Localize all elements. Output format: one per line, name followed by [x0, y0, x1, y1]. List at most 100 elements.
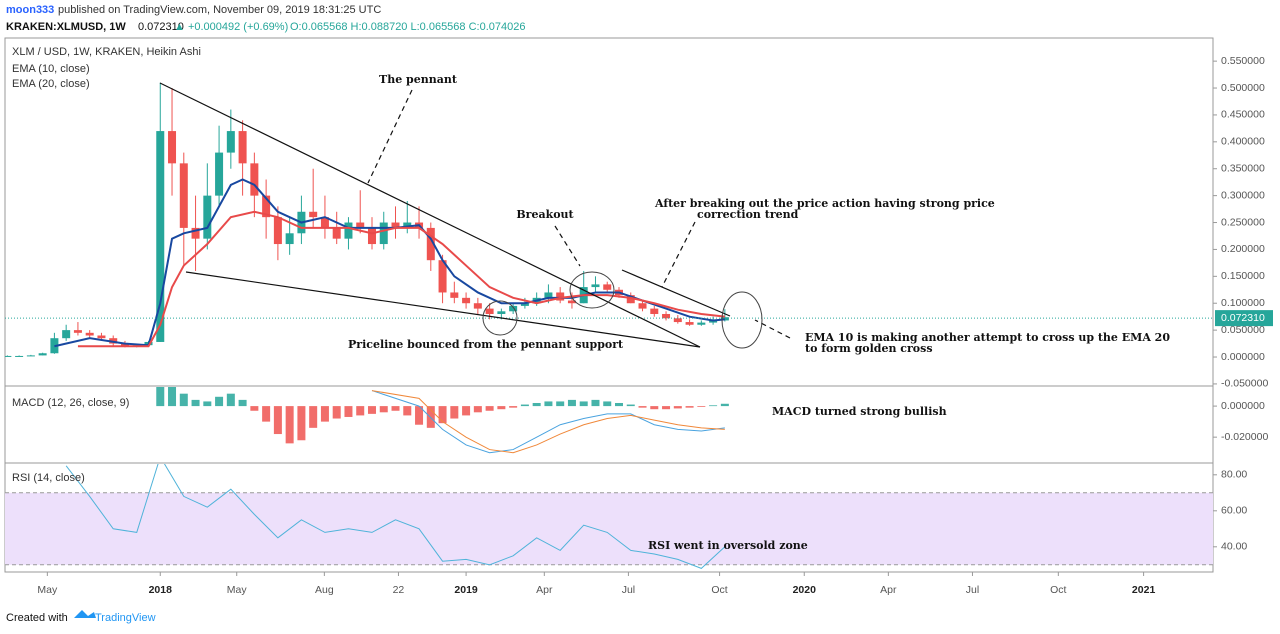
candle-body [709, 320, 718, 323]
x-tick-label: Oct [1050, 584, 1066, 596]
candle-body [215, 152, 224, 196]
candle-body [662, 313, 671, 319]
candle-body [168, 131, 177, 164]
trend-line [621, 269, 731, 317]
candle-body [462, 297, 471, 304]
histogram-bar [403, 406, 412, 416]
x-tick-label: Jul [622, 584, 635, 596]
candle-body [309, 211, 318, 218]
annotation: MACD turned strong bullish [772, 405, 947, 418]
candle-body [450, 292, 459, 298]
y-tick-label: -0.020000 [1221, 431, 1268, 443]
author: moon333 [6, 4, 54, 16]
x-tick-label: 2018 [149, 584, 173, 596]
histogram-bar [156, 387, 165, 407]
candle-body [673, 318, 682, 323]
histogram-bar [332, 406, 341, 419]
legend-entry: EMA (10, close) [12, 63, 90, 75]
published: published on TradingView.com, November 0… [58, 4, 381, 16]
legend-entry: EMA (20, close) [12, 78, 90, 90]
candle-body [391, 222, 400, 228]
annotation: RSI went in oversold zone [648, 539, 808, 552]
line [371, 390, 725, 454]
histogram-bar [309, 406, 318, 428]
y-tick-label: 40.00 [1221, 541, 1247, 553]
histogram-bar [638, 406, 647, 408]
histogram-bar [485, 406, 494, 411]
y-tick-label: -0.050000 [1221, 378, 1268, 390]
symbol: KRAKEN:XLMUSD, 1W [6, 21, 126, 33]
candle-body [379, 222, 388, 245]
candle-body [426, 227, 435, 261]
last: 0.072310 [138, 21, 184, 33]
candle-body [638, 303, 647, 309]
histogram-bar [462, 406, 471, 416]
candle-body [473, 303, 482, 309]
histogram-bar [591, 399, 600, 407]
histogram-bar [532, 402, 541, 407]
histogram-bar [391, 406, 400, 411]
y-tick-label: 0.200000 [1221, 243, 1265, 255]
histogram-bar [650, 406, 659, 410]
change: ▲ +0.000492 (+0.69%) [174, 21, 288, 33]
candle-body [156, 131, 165, 342]
y-tick-label: 0.550000 [1221, 55, 1265, 67]
last-price-box [1215, 310, 1273, 327]
arrow [367, 89, 413, 184]
x-tick-label: Aug [315, 584, 334, 596]
x-tick-label: May [37, 584, 58, 596]
annotation: After breaking out the price action havi… [654, 197, 995, 210]
pane [5, 82, 1213, 357]
histogram-bar [720, 403, 729, 407]
trend-line [185, 271, 701, 348]
y-tick-label: 0.150000 [1221, 270, 1265, 282]
histogram-bar [509, 406, 518, 408]
annotation: Priceline bounced from the pennant suppo… [348, 338, 624, 351]
footer-brand[interactable]: TradingView [95, 612, 156, 624]
candle-body [38, 353, 47, 356]
candle-body [685, 322, 694, 325]
y-tick-label: 0.300000 [1221, 189, 1265, 201]
line [371, 390, 725, 454]
x-tick-label: Oct [711, 584, 727, 596]
histogram-bar [697, 406, 706, 407]
drawings [159, 82, 791, 349]
y-tick-label: 0.050000 [1221, 324, 1265, 336]
histogram-bar [544, 401, 553, 407]
candle-body [485, 308, 494, 314]
candle-body [285, 233, 294, 245]
y-tick-label: 0.400000 [1221, 136, 1265, 148]
footer-created: Created with [6, 612, 68, 624]
candle-body [273, 217, 282, 245]
histogram-bar [626, 404, 635, 407]
trend-line [159, 82, 701, 348]
y-tick-label: 60.00 [1221, 505, 1247, 517]
histogram-bar [450, 406, 459, 419]
candle-body [438, 260, 447, 293]
last-price-label: 0.072310 [1221, 312, 1265, 324]
histogram-bar [168, 387, 177, 407]
histogram-bar [379, 406, 388, 413]
candle-body [250, 163, 259, 196]
pane [156, 387, 729, 454]
histogram-bar [297, 406, 306, 441]
x-tick-label: Apr [536, 584, 553, 596]
histogram-bar [579, 401, 588, 407]
candle-body [97, 335, 106, 339]
candle-body [626, 295, 635, 304]
annotation: to form golden cross [805, 342, 933, 355]
annotation: Breakout [516, 208, 574, 221]
histogram-bar [662, 406, 671, 410]
histogram-bar [673, 406, 682, 409]
candle-body [320, 217, 329, 228]
arrow [754, 319, 791, 339]
candle-body [179, 163, 188, 228]
candle-body [191, 227, 200, 239]
histogram-bar [556, 401, 565, 407]
candle-body [15, 355, 24, 357]
histogram-bar [426, 406, 435, 428]
histogram-bar [614, 402, 623, 407]
candle-body [367, 227, 376, 245]
histogram-bar [685, 406, 694, 408]
histogram-bar [262, 406, 271, 422]
